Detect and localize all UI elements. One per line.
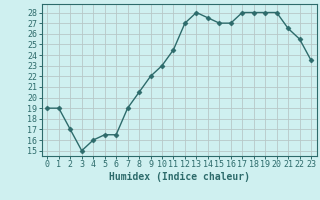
X-axis label: Humidex (Indice chaleur): Humidex (Indice chaleur) [109, 172, 250, 182]
